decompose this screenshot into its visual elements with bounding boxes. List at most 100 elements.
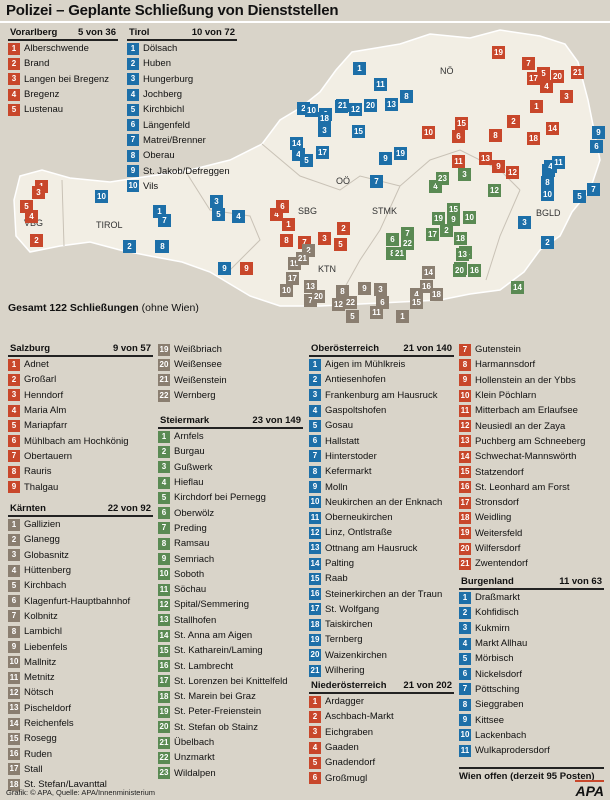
- map-marker: 20: [551, 70, 564, 83]
- location-name: Oberau: [143, 150, 175, 162]
- list-item: 3 Henndorf: [8, 388, 153, 403]
- list-item: 8 Lambichl: [8, 624, 153, 639]
- list-item: 10 Mallnitz: [8, 655, 153, 670]
- title-divider: [0, 21, 610, 23]
- number-badge: 15: [158, 644, 170, 657]
- number-badge: 6: [127, 119, 139, 132]
- location-name: Linz, Ontlstraße: [325, 527, 393, 539]
- region-label-noe: NÖ: [440, 66, 454, 76]
- number-badge: 11: [8, 671, 20, 684]
- location-name: Rosegg: [24, 733, 57, 745]
- list-item: 9 Kittsee: [459, 712, 604, 727]
- list-item: 20 St. Stefan ob Stainz: [158, 720, 303, 735]
- number-badge: 15: [309, 572, 321, 585]
- number-badge: 18: [459, 511, 471, 524]
- list-item: 14 Schwechat-Mannswörth: [459, 449, 604, 464]
- number-badge: 11: [309, 511, 321, 524]
- map-marker: 3: [318, 232, 331, 245]
- map-marker: 6: [386, 233, 399, 246]
- location-name: Spital/Semmering: [174, 599, 249, 611]
- region-label-tirol: TIROL: [96, 220, 123, 230]
- number-badge: 12: [158, 598, 170, 611]
- list-item: 22 Wernberg: [158, 388, 303, 403]
- location-name: Großmugl: [325, 772, 368, 784]
- list-item: 16 St. Lambrecht: [158, 658, 303, 673]
- location-name: Waizenkirchen: [325, 649, 387, 661]
- number-badge: 3: [309, 726, 321, 739]
- number-badge: 22: [158, 751, 170, 764]
- list-item: 1 Draßmarkt: [459, 590, 604, 605]
- location-name: Gutenstein: [475, 344, 521, 356]
- map-marker: 6: [376, 296, 389, 309]
- map-marker: 3: [318, 124, 331, 137]
- list-item: 12 Neusiedl an der Zaya: [459, 418, 604, 433]
- number-badge: 2: [309, 373, 321, 386]
- list-item: 5 Kirchbach: [8, 578, 153, 593]
- list-item: 23 Wildalpen: [158, 766, 303, 781]
- map-marker: 17: [286, 272, 299, 285]
- map-marker: 12: [488, 184, 501, 197]
- map-marker: 10: [305, 104, 318, 117]
- location-name: Steinerkirchen an der Traun: [325, 588, 443, 600]
- number-badge: 5: [158, 491, 170, 504]
- list-item: 3 Eichgraben: [309, 725, 454, 740]
- map-marker: 18: [527, 132, 540, 145]
- number-badge: 5: [309, 756, 321, 769]
- list-item: 19 St. Peter-Freienstein: [158, 704, 303, 719]
- location-name: Großarl: [24, 374, 57, 386]
- map-marker: 18: [454, 232, 467, 245]
- list-item: 19 Weitersfeld: [459, 526, 604, 541]
- number-badge: 5: [8, 103, 20, 116]
- location-name: Ardagger: [325, 696, 365, 708]
- location-name: Wilfersdorf: [475, 543, 521, 554]
- map-marker: 14: [546, 122, 559, 135]
- location-name: Kefermarkt: [325, 466, 372, 478]
- list-item: 3 Hungerburg: [127, 72, 237, 87]
- location-name: Nötsch: [24, 687, 54, 699]
- map-marker: 10: [95, 190, 108, 203]
- panel-title: Oberösterreich: [311, 343, 380, 354]
- list-item: 5 Gosau: [309, 418, 454, 433]
- map-marker: 11: [552, 156, 565, 169]
- map-marker: 12: [332, 298, 345, 311]
- number-badge: 9: [459, 714, 471, 727]
- list-item: 9 Thalgau: [8, 479, 153, 494]
- list-item: 15 Statzendorf: [459, 464, 604, 479]
- location-name: Unzmarkt: [174, 752, 215, 764]
- map-marker: 17: [316, 146, 329, 159]
- location-name: Weißenstein: [174, 374, 227, 386]
- location-name: Draßmarkt: [475, 592, 520, 604]
- number-badge: 7: [8, 450, 20, 463]
- list-item: 4 Gaaden: [309, 740, 454, 755]
- number-badge: 17: [459, 496, 471, 509]
- number-badge: 7: [158, 522, 170, 535]
- list-item: 13 Puchberg am Schneeberg: [459, 434, 604, 449]
- number-badge: 5: [459, 652, 471, 665]
- number-badge: 18: [158, 690, 170, 703]
- location-name: Hieflau: [174, 477, 204, 489]
- map-marker: 4: [232, 210, 245, 223]
- panel-count: 23 von 149: [252, 415, 301, 426]
- list-item: 1 Arnfels: [158, 429, 303, 444]
- list-item: 17 Stronsdorf: [459, 495, 604, 510]
- location-name: St. Leonhard am Forst: [475, 481, 570, 493]
- map-marker: 5: [573, 190, 586, 203]
- location-name: Wulkaprodersdorf: [475, 745, 550, 757]
- list-item: 20 Wilfersdorf: [459, 541, 604, 556]
- location-name: Oberwölz: [174, 507, 215, 519]
- number-badge: 11: [459, 744, 471, 757]
- panel-count: 22 von 92: [107, 503, 151, 514]
- panel-kaernten-cont: 19 Weißbriach 20 Weißensee 21 Weißenstein 22 We…: [158, 342, 303, 403]
- location-name: Sieggraben: [475, 699, 524, 711]
- number-badge: 20: [158, 358, 170, 371]
- map-marker: 3: [518, 216, 531, 229]
- list-item: 16 St. Leonhard am Forst: [459, 480, 604, 495]
- panel-kaernten: Kärnten 22 von 92 1 Gallizien 2 Glanegg 3 Glob…: [8, 502, 153, 792]
- list-item: 6 Oberwölz: [158, 505, 303, 520]
- location-name: Mörbisch: [475, 653, 514, 665]
- list-item: 4 Maria Alm: [8, 403, 153, 418]
- number-badge: 1: [8, 518, 20, 531]
- location-name: Kukmirn: [475, 622, 510, 634]
- map-marker: 20: [453, 264, 466, 277]
- number-badge: 8: [8, 465, 20, 478]
